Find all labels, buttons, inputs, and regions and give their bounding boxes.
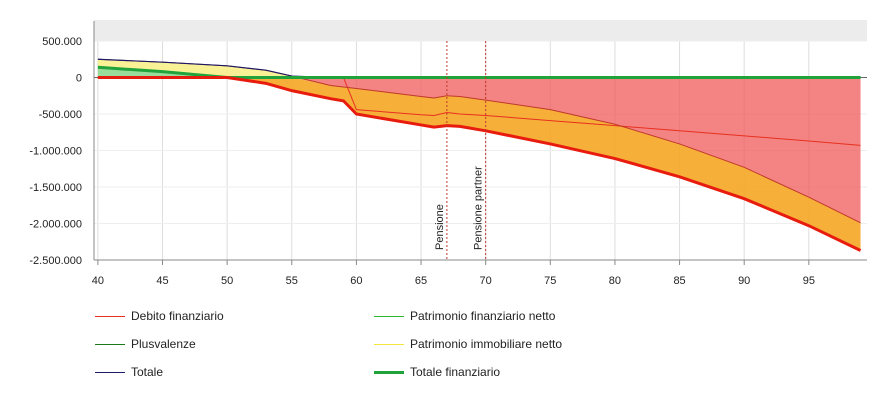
x-tick-label: 55 [286, 275, 298, 287]
line-totale-finanziario [97, 65, 861, 79]
legend-item-debito-finanziario[interactable]: Debito finanziario [95, 309, 224, 323]
legend-swatch [95, 371, 125, 373]
legend-swatch [374, 370, 404, 374]
y-tick-label: -2.000.000 [29, 219, 82, 231]
y-tick-label: -1.500.000 [29, 182, 82, 194]
y-tick-label: -500.000 [39, 109, 82, 121]
x-tick-label: 95 [803, 275, 815, 287]
legend-item-totale[interactable]: Totale [95, 365, 163, 379]
x-tick-label: 75 [544, 275, 556, 287]
x-tick-label: 60 [350, 275, 362, 287]
legend-item-patrimonio-immobiliare-netto[interactable]: Patrimonio immobiliare netto [374, 337, 562, 351]
legend-label: Debito finanziario [131, 309, 224, 323]
plot-header-band [94, 20, 867, 41]
x-tick-label: 90 [738, 275, 750, 287]
legend-swatch [374, 315, 404, 317]
legend-label: Totale [131, 365, 164, 379]
x-tick-label: 85 [673, 275, 685, 287]
legend-label: Patrimonio immobiliare netto [410, 337, 563, 351]
legend-label: Patrimonio finanziario netto [410, 309, 556, 323]
legend-swatch [95, 343, 125, 345]
x-tick-label: 40 [92, 275, 104, 287]
y-tick-label: 500.000 [42, 36, 82, 48]
area-patrimonio-immobiliare-netto-negativo [97, 77, 861, 251]
line-totale-finanziario-negativo [97, 76, 862, 252]
x-tick-label: 50 [221, 275, 233, 287]
legend-label: Totale finanziario [410, 365, 501, 379]
area-debito-finanziario [97, 77, 861, 223]
legend-swatch [95, 315, 125, 317]
x-tick-label: 70 [480, 275, 492, 287]
legend-label: Plusvalenze [131, 337, 196, 351]
y-tick-label: -1.000.000 [29, 146, 82, 158]
annotation-label: Pensione [434, 204, 446, 250]
y-tick-label: -2.500.000 [29, 255, 82, 267]
y-tick-label: 0 [76, 73, 82, 85]
legend-item-patrimonio-finanziario-netto[interactable]: Patrimonio finanziario netto [374, 309, 555, 323]
legend-item-plusvalenze[interactable]: Plusvalenze [95, 337, 196, 351]
annotation-label: Pensione partner [473, 166, 485, 250]
x-tick-label: 65 [415, 275, 427, 287]
legend-item-totale-finanziario[interactable]: Totale finanziario [374, 365, 500, 379]
legend-swatch [374, 343, 404, 345]
x-tick-label: 80 [609, 275, 621, 287]
x-tick-label: 45 [156, 275, 168, 287]
